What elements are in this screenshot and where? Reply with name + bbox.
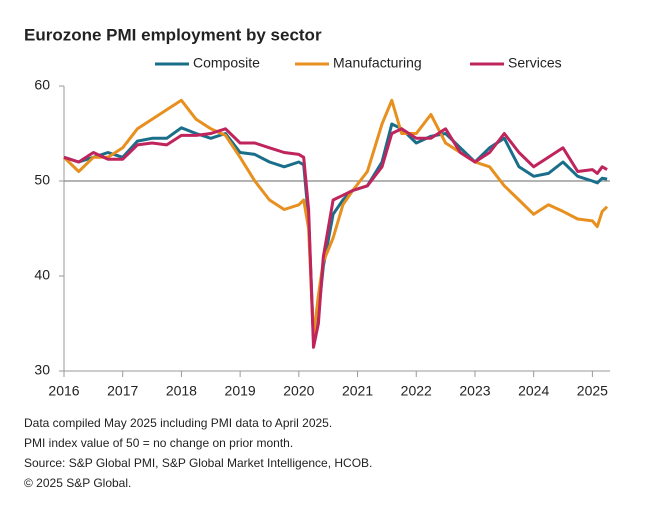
series-line xyxy=(63,127,608,349)
y-tick-label: 30 xyxy=(34,362,50,378)
legend-label: Manufacturing xyxy=(333,55,422,71)
x-tick-label: 2025 xyxy=(577,383,608,399)
footnote: © 2025 S&P Global. xyxy=(24,476,131,490)
x-tick-label: 2022 xyxy=(401,383,432,399)
footnote: Data compiled May 2025 including PMI dat… xyxy=(24,416,332,430)
legend-label: Composite xyxy=(193,55,260,71)
x-tick-label: 2016 xyxy=(48,383,79,399)
x-tick-label: 2021 xyxy=(342,383,373,399)
x-tick-label: 2020 xyxy=(283,383,314,399)
x-tick-label: 2017 xyxy=(107,383,138,399)
series-line xyxy=(63,122,608,340)
x-tick-label: 2019 xyxy=(225,383,256,399)
footnote: Source: S&P Global PMI, S&P Global Marke… xyxy=(24,456,372,470)
chart-title: Eurozone PMI employment by sector xyxy=(24,25,322,44)
x-tick-label: 2018 xyxy=(166,383,197,399)
y-tick-label: 60 xyxy=(34,77,50,93)
legend-label: Services xyxy=(508,55,562,71)
x-tick-label: 2024 xyxy=(518,383,549,399)
y-tick-label: 40 xyxy=(34,267,50,283)
series-line xyxy=(62,98,609,340)
x-tick-label: 2023 xyxy=(459,383,490,399)
footnote: PMI index value of 50 = no change on pri… xyxy=(24,436,293,450)
y-tick-label: 50 xyxy=(34,172,50,188)
